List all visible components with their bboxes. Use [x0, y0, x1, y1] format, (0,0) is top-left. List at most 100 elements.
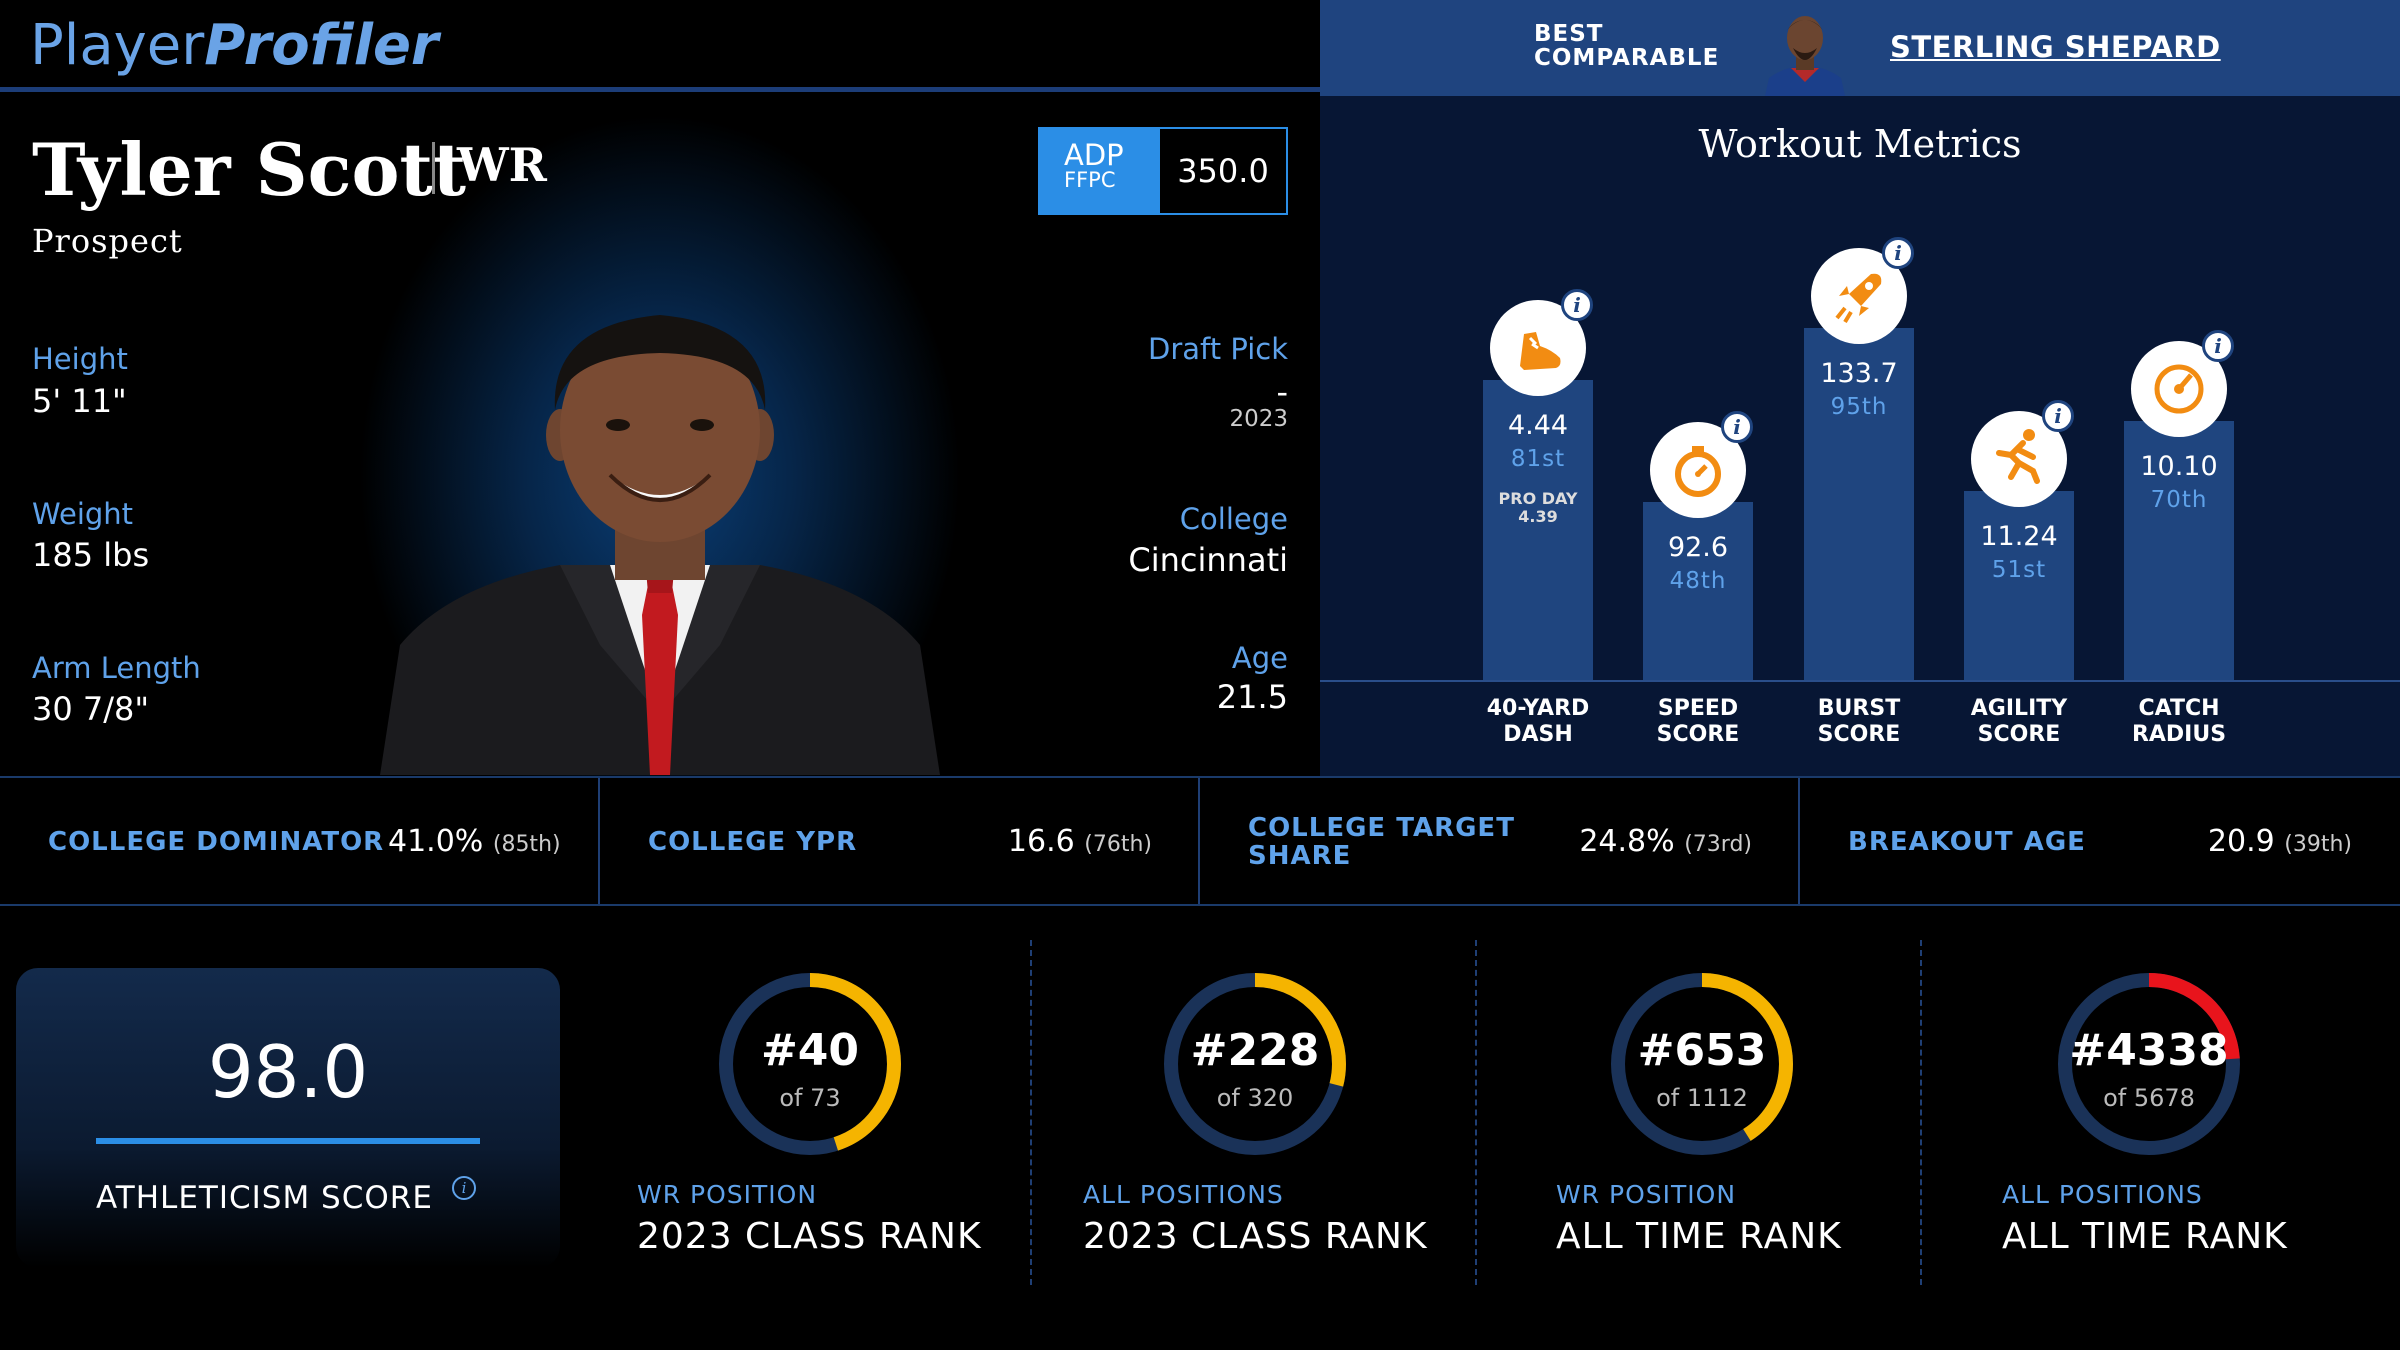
rank-4-title: ALL TIME RANK	[2002, 1216, 2288, 1257]
rank-1-ring	[719, 973, 901, 1155]
college-target-share-label-line2: SHARE	[1248, 841, 1352, 871]
running-person-icon	[1971, 411, 2067, 507]
rank-3-total: of 1112	[1656, 1084, 1748, 1112]
stat-divider	[598, 778, 600, 904]
speed-score-name-line1: SPEED	[1657, 696, 1739, 721]
pro-day-time: PRO DAY 4.39	[1483, 490, 1593, 526]
agility-score-name-line1: AGILITY	[1970, 696, 2068, 721]
adp-badge: ADP FFPC 350.0	[1038, 127, 1288, 215]
rank-3-ring-fill	[1611, 973, 1793, 1155]
weight-label: Weight	[32, 497, 134, 531]
agility-score-percentile: 51st	[1991, 557, 2047, 583]
height-value: 5' 11"	[32, 382, 127, 420]
athleticism-score-label: ATHLETICISM SCORE	[96, 1180, 433, 1216]
age-label: Age	[1231, 641, 1288, 675]
rank-2-title: 2023 CLASS RANK	[1083, 1216, 1428, 1257]
rank-2-ring	[1164, 973, 1346, 1155]
catch-radius-percentile: 70th	[2150, 487, 2208, 513]
rank-2-scope: ALL POSITIONS	[1083, 1180, 1284, 1209]
breakout-age-label[interactable]: BREAKOUT AGE	[1848, 827, 2086, 857]
college-target-share-label[interactable]: COLLEGE TARGET SHARE	[1248, 814, 1515, 870]
burst-score-name-line2: SCORE	[1817, 722, 1901, 747]
college-target-share-percentile: (73rd)	[1684, 832, 1752, 857]
breakout-age-value: 20.9 (39th)	[2208, 824, 2352, 859]
catch-radius-bar	[2124, 421, 2234, 680]
info-icon[interactable]: i	[452, 1176, 476, 1200]
rank-3-title: ALL TIME RANK	[1556, 1216, 1842, 1257]
rank-2-ring-fill	[1164, 973, 1346, 1155]
comparable-player-avatar[interactable]	[1745, 8, 1865, 96]
college-dominator-label[interactable]: COLLEGE DOMINATOR	[48, 827, 385, 857]
rank-divider	[1030, 940, 1032, 1285]
logo-text-player: Player	[30, 13, 205, 78]
rank-1-scope: WR POSITION	[637, 1180, 818, 1209]
rank-3-scope: WR POSITION	[1556, 1180, 1737, 1209]
catch-radius-value: 10.10	[2140, 451, 2218, 482]
rank-4-total: of 5678	[2103, 1084, 2195, 1112]
info-icon[interactable]: i	[1721, 411, 1753, 443]
speed-score-percentile: 48th	[1669, 568, 1727, 594]
rank-1-number: #40	[760, 1025, 860, 1076]
header-bar	[0, 0, 1320, 92]
speed-score-name: SPEED SCORE	[1618, 696, 1778, 748]
athleticism-score-card	[16, 968, 560, 1268]
speed-score-name-line2: SCORE	[1656, 722, 1740, 747]
college-target-share-number: 24.8%	[1579, 824, 1675, 859]
college-dominator-percentile: (85th)	[492, 832, 561, 857]
college-ypr-label[interactable]: COLLEGE YPR	[648, 827, 858, 857]
40-yard-dash-name-line2: DASH	[1503, 722, 1573, 747]
rank-2-number: #228	[1190, 1025, 1320, 1076]
name-divider	[432, 142, 435, 194]
stat-divider	[1798, 778, 1800, 904]
college-dominator-value: 41.0% (85th)	[388, 824, 561, 859]
info-icon[interactable]: i	[2042, 400, 2074, 432]
athleticism-score-bar	[96, 1138, 480, 1144]
player-name: Tyler Scott	[32, 127, 467, 212]
catch-radius-name: CATCH RADIUS	[2099, 696, 2259, 748]
rank-4-number: #4338	[2069, 1025, 2229, 1076]
agility-score-bar	[1964, 491, 2074, 680]
college-value: Cincinnati	[1128, 541, 1288, 579]
pro-day-label: PRO DAY	[1498, 489, 1578, 508]
adp-source: FFPC	[1064, 168, 1116, 192]
agility-score-name: AGILITY SCORE	[1939, 696, 2099, 748]
adp-value: 350.0	[1177, 152, 1269, 190]
rank-4-ring	[2058, 973, 2240, 1155]
rank-2-total: of 320	[1216, 1084, 1294, 1112]
40-yard-dash-percentile: 81st	[1510, 446, 1566, 472]
40-yard-dash-bar	[1483, 380, 1593, 680]
rank-divider	[1920, 940, 1922, 1285]
comparable-player-link[interactable]: STERLING SHEPARD	[1890, 30, 2221, 64]
best-comparable-label: BEST COMPARABLE	[1534, 22, 1724, 70]
workout-chart-baseline	[1320, 680, 2400, 682]
rank-4-scope: ALL POSITIONS	[2002, 1180, 2203, 1209]
arm-length-value: 30 7/8"	[32, 690, 150, 728]
athleticism-score-value: 98.0	[207, 1030, 369, 1114]
burst-score-name: BURST SCORE	[1779, 696, 1939, 748]
rank-4-ring-fill	[2058, 973, 2240, 1155]
draft-pick-value: -	[1276, 373, 1288, 411]
playerprofiler-logo[interactable]: PlayerProfiler	[30, 10, 439, 82]
agility-score-value: 11.24	[1980, 521, 2058, 552]
info-icon[interactable]: i	[1561, 289, 1593, 321]
college-stats-row	[0, 776, 2400, 906]
workout-metrics-title: Workout Metrics	[1698, 122, 2022, 166]
info-icon[interactable]: i	[2202, 330, 2234, 362]
logo-text-profiler: Profiler	[204, 13, 439, 78]
player-photo	[360, 315, 960, 775]
college-label: College	[1179, 502, 1288, 536]
player-position: WR	[457, 138, 547, 192]
adp-label: ADP	[1064, 138, 1124, 172]
info-icon[interactable]: i	[1882, 237, 1914, 269]
speed-score-bar	[1643, 502, 1753, 680]
speed-score-value: 92.6	[1667, 532, 1729, 563]
best-comparable-label-text: BEST COMPARABLE	[1534, 21, 1720, 71]
college-ypr-value: 16.6 (76th)	[1008, 824, 1152, 859]
rank-divider	[1475, 940, 1477, 1285]
draft-pick-label: Draft Pick	[1148, 332, 1288, 366]
college-target-share-label-line1: COLLEGE TARGET	[1248, 813, 1515, 843]
rank-1-title: 2023 CLASS RANK	[637, 1216, 982, 1257]
rank-1-total: of 73	[779, 1084, 841, 1112]
burst-score-bar	[1804, 328, 1914, 680]
rocket-icon	[1811, 248, 1907, 344]
